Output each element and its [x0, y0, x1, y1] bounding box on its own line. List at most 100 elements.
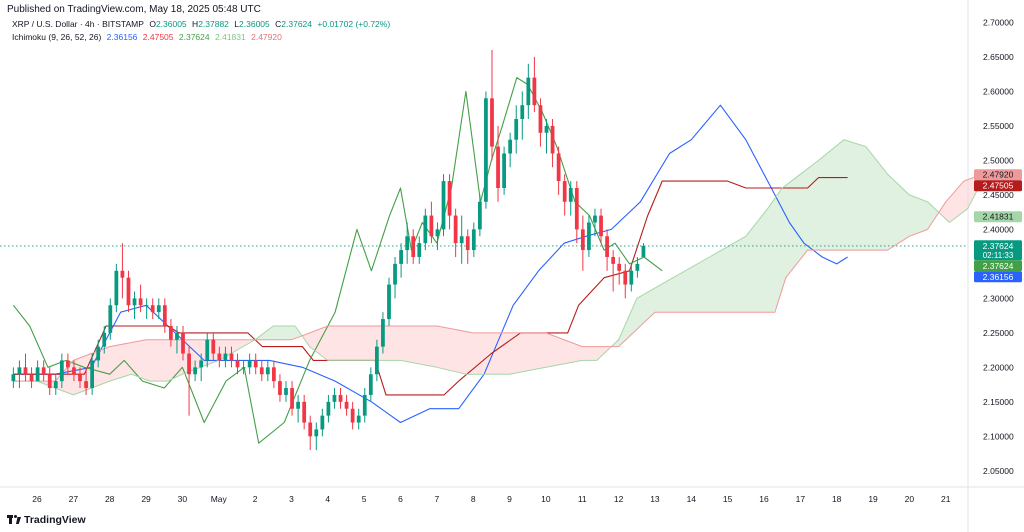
x-tick-label: 6 [398, 494, 403, 504]
lead-a-value: 2.41831 [215, 32, 246, 42]
candle-body [144, 305, 149, 307]
brand-name: TradingView [24, 514, 86, 526]
candle-body [78, 374, 82, 382]
ichimoku-cloud-bearish-4 [937, 174, 983, 222]
candle [278, 374, 282, 402]
candle-body [53, 381, 58, 389]
candle-body [132, 298, 137, 306]
candle-body [514, 118, 519, 140]
candle [423, 208, 428, 251]
candle-body [538, 105, 543, 133]
candle [144, 298, 149, 320]
candle-body [374, 346, 379, 375]
candle [381, 312, 385, 354]
candle-body [387, 284, 391, 320]
y-tick-label: 2.45000 [983, 190, 1014, 200]
candle-body [405, 236, 410, 251]
candle [187, 346, 191, 416]
base-line [13, 177, 848, 396]
x-tick-label: 14 [687, 494, 697, 504]
x-tick-label: 29 [141, 494, 151, 504]
candle-body [108, 305, 113, 333]
candle [162, 298, 167, 333]
candle-body [253, 360, 258, 368]
candle-body [284, 388, 288, 395]
candle [471, 222, 476, 257]
candle [41, 360, 46, 382]
candle [417, 236, 422, 264]
candle [138, 284, 143, 313]
candle-body [114, 270, 119, 306]
candle [132, 291, 137, 320]
x-tick-label: 12 [614, 494, 624, 504]
open-value: 2.36005 [155, 19, 187, 29]
candle-body [629, 270, 634, 285]
candle [35, 360, 40, 382]
candle-body [441, 181, 446, 230]
candle-body [502, 153, 506, 188]
candle-body [96, 346, 101, 361]
candle [84, 367, 88, 395]
candle [126, 270, 131, 313]
conversion-line [13, 104, 848, 424]
candle [429, 201, 434, 244]
candle [235, 353, 240, 375]
candle-body [593, 215, 597, 223]
candle-body [290, 388, 294, 409]
candle [435, 222, 440, 251]
price-label-box [974, 169, 1022, 181]
candle-body [241, 367, 246, 369]
candle-body [302, 401, 307, 423]
price-label: 2.36156 [974, 271, 1022, 283]
candle-body [423, 215, 428, 244]
indicator-title: Ichimoku (9, 26, 52, 26) [12, 32, 102, 42]
price-label-text: 2.37624 [983, 261, 1014, 271]
candle-body [362, 394, 367, 416]
candles [11, 50, 646, 451]
candle [374, 339, 379, 382]
y-tick-label: 2.65000 [983, 52, 1014, 62]
candle-body [120, 270, 125, 278]
symbol-title: XRP / U.S. Dollar · 4h · BITSTAMP [12, 19, 144, 29]
candle [593, 208, 597, 237]
candle-body [126, 277, 131, 306]
open-label: O [149, 19, 156, 29]
candle-body [453, 215, 458, 244]
candle [368, 367, 373, 402]
y-tick-label: 2.30000 [983, 293, 1014, 303]
candle [272, 360, 276, 389]
candle-body [490, 98, 494, 147]
candle [623, 263, 628, 299]
candle-body [574, 187, 579, 230]
ichimoku-cloud-bullish-3 [609, 139, 938, 349]
candle [11, 367, 16, 389]
candle [556, 146, 561, 195]
candle [181, 325, 185, 361]
candle [199, 353, 204, 382]
y-tick-label: 2.10000 [983, 431, 1014, 441]
candle [314, 422, 319, 451]
candle [441, 174, 446, 237]
candle-body [217, 353, 222, 361]
price-label: 2.47505 [974, 180, 1022, 192]
candle-body [393, 263, 397, 285]
candle [72, 360, 76, 382]
candle [532, 56, 537, 113]
candle [120, 243, 125, 299]
candle-body [193, 367, 198, 375]
plot-area [11, 50, 983, 451]
candle-body [102, 332, 107, 347]
candle-body [411, 236, 416, 257]
x-tick-label: 30 [178, 494, 188, 504]
candle-body [320, 415, 325, 430]
candle-body [381, 319, 385, 347]
candle [114, 263, 119, 313]
candle [23, 353, 28, 382]
candle-body [187, 353, 191, 375]
price-label-text: 2.47505 [983, 181, 1014, 191]
candle-body [72, 367, 76, 375]
candle [205, 332, 210, 368]
y-tick-label: 2.70000 [983, 17, 1014, 27]
lagging-span [12, 77, 663, 444]
